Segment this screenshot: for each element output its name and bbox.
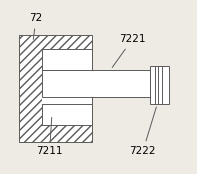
Bar (19, 35, 92, 142)
Text: 7221: 7221 (112, 34, 146, 68)
Bar (42, 70, 92, 104)
Text: 7211: 7211 (36, 117, 63, 156)
Text: 7222: 7222 (130, 107, 156, 156)
Bar (42, 49, 92, 70)
Text: 72: 72 (30, 13, 43, 39)
Bar (42, 70, 150, 97)
Bar (150, 66, 169, 104)
Bar (42, 104, 92, 125)
